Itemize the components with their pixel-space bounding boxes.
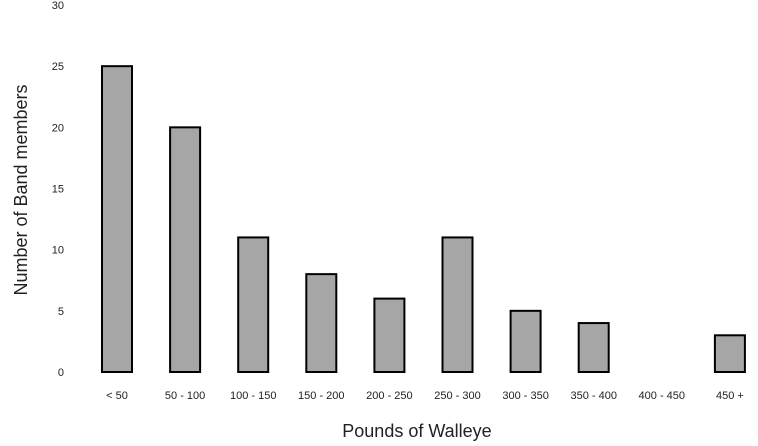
bar [237,236,270,373]
bar [101,65,133,374]
y-tick-label: 20 [52,122,64,134]
y-tick-label: 30 [52,0,64,12]
x-tick-label: 450 + [716,390,744,402]
bar [441,236,474,373]
x-tick-label: 150 - 200 [298,390,344,402]
x-axis-tick-labels: < 50 50 - 100 100 - 150 150 - 200 200 - 250 2… [106,390,744,402]
bar [509,309,542,374]
y-axis-label: Number of Band members [11,84,31,295]
x-tick-label: 400 - 450 [639,390,685,402]
y-tick-label: 0 [58,367,64,379]
x-axis-label: Pounds of Walleye [342,421,491,441]
x-tick-label: 300 - 350 [502,390,548,402]
bar [713,334,746,373]
x-tick-label: 250 - 300 [434,390,480,402]
bar [373,297,406,374]
bars [101,65,746,374]
bar [305,273,338,373]
bar [169,126,202,374]
y-tick-label: 5 [58,306,64,318]
x-tick-label: 50 - 100 [165,390,205,402]
x-tick-label: < 50 [106,390,128,402]
x-tick-label: 200 - 250 [366,390,412,402]
y-tick-label: 15 [52,184,64,196]
bar [577,322,610,374]
y-axis-ticks: 0 5 10 15 20 25 30 [52,0,64,379]
x-tick-label: 100 - 150 [230,390,276,402]
y-tick-label: 10 [52,245,64,257]
x-tick-label: 350 - 400 [570,390,616,402]
y-tick-label: 25 [52,61,64,73]
